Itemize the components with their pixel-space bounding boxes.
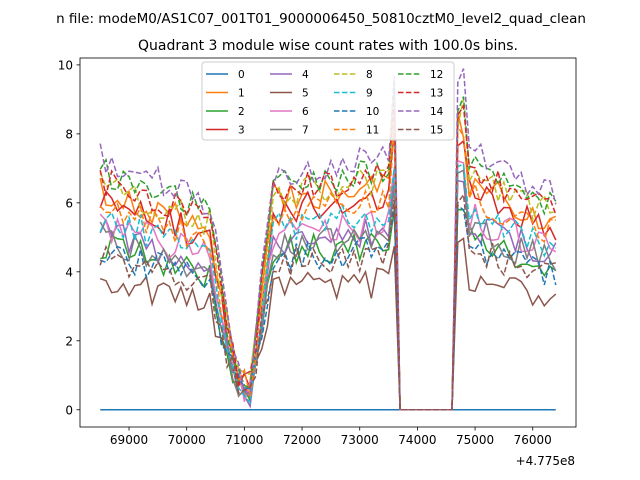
legend-label-11: 11 bbox=[366, 125, 379, 137]
legend-label-7: 7 bbox=[302, 125, 309, 137]
y-tick-label: 6 bbox=[65, 196, 73, 210]
x-tick-label: 76000 bbox=[514, 433, 552, 447]
legend-label-3: 3 bbox=[238, 125, 245, 137]
chart-title: Quadrant 3 module wise count rates with … bbox=[138, 38, 518, 54]
x-tick-label: 75000 bbox=[456, 433, 494, 447]
x-offset-label: +4.775e8 bbox=[516, 454, 575, 468]
legend-label-6: 6 bbox=[302, 106, 309, 118]
y-tick-label: 4 bbox=[65, 265, 73, 279]
series-line-15 bbox=[99, 192, 556, 411]
series-line-14 bbox=[99, 68, 557, 411]
x-tick-label: 69000 bbox=[110, 433, 148, 447]
legend-label-8: 8 bbox=[366, 69, 373, 81]
legend-label-4: 4 bbox=[302, 69, 309, 81]
legend-label-0: 0 bbox=[238, 69, 245, 81]
x-tick-label: 73000 bbox=[341, 433, 379, 447]
y-tick-label: 8 bbox=[65, 127, 73, 141]
legend-label-12: 12 bbox=[430, 69, 443, 81]
figure-suptitle: n file: modeM0/AS1C07_001T01_9000006450_… bbox=[56, 11, 586, 27]
x-tick-label: 72000 bbox=[283, 433, 321, 447]
legend-label-1: 1 bbox=[238, 88, 245, 100]
series-line-11 bbox=[99, 123, 556, 411]
series-line-10 bbox=[99, 204, 557, 411]
y-tick-label: 2 bbox=[65, 334, 73, 348]
axes-frame bbox=[79, 57, 577, 428]
series-line-12 bbox=[99, 84, 557, 411]
series-line-5 bbox=[99, 237, 557, 411]
x-axis: 69000 70000 71000 72000 73000 74000 75000 76000 bbox=[110, 427, 552, 447]
legend-box bbox=[201, 61, 455, 141]
y-tick-label: 10 bbox=[58, 58, 73, 72]
y-tick-label: 0 bbox=[65, 403, 73, 417]
legend-label-10: 10 bbox=[366, 106, 379, 118]
series-line-13 bbox=[99, 103, 557, 411]
legend-label-13: 13 bbox=[430, 88, 443, 100]
x-tick-label: 71000 bbox=[225, 433, 263, 447]
legend-label-15: 15 bbox=[430, 125, 443, 137]
series-line-1 bbox=[99, 107, 557, 411]
axes-border bbox=[79, 57, 577, 428]
legend-label-14: 14 bbox=[430, 106, 444, 118]
y-axis: 0 2 4 6 8 10 bbox=[58, 58, 80, 417]
series-line-8 bbox=[99, 98, 556, 411]
legend-label-9: 9 bbox=[366, 88, 373, 100]
series-line-7 bbox=[99, 169, 557, 411]
plot-lines bbox=[99, 68, 557, 411]
series-line-9 bbox=[99, 163, 557, 411]
legend-label-5: 5 bbox=[302, 88, 309, 100]
x-tick-label: 74000 bbox=[398, 433, 436, 447]
legend-label-2: 2 bbox=[238, 106, 245, 118]
x-tick-label: 70000 bbox=[168, 433, 206, 447]
series-line-4 bbox=[99, 168, 557, 411]
